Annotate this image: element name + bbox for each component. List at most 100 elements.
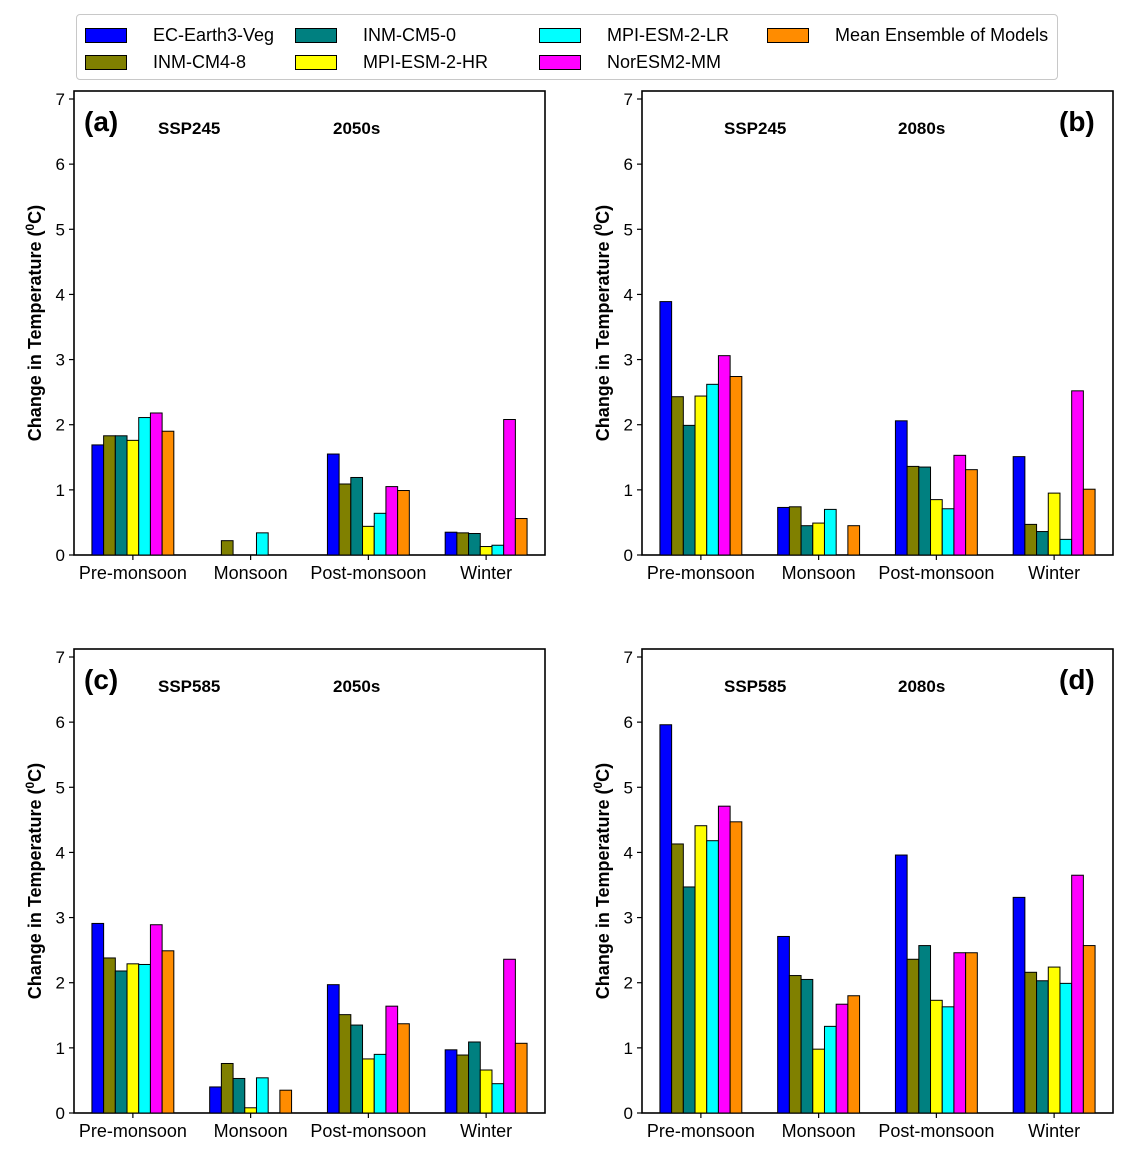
bar-inm-cm5-0-post-monsoon	[350, 1024, 364, 1114]
x-tick-label: Post-monsoon	[310, 1121, 426, 1141]
x-tick-label: Winter	[460, 563, 512, 583]
legend: EC-Earth3-Veg INM-CM4-8 INM-CM5-0 MPI-ES…	[76, 14, 1058, 80]
x-tick-label: Monsoon	[782, 1121, 856, 1141]
bar-inm-cm5-0-post-monsoon	[350, 476, 364, 556]
legend-label: Mean Ensemble of Models	[835, 24, 1049, 45]
bar-ec-earth3-veg-monsoon	[209, 1086, 222, 1114]
chart-svg: 0 1 2 3 4 5 6 7 Change in Temperature (0C) Pre-mo…	[591, 90, 1114, 583]
y-tick-label: 1	[56, 1039, 65, 1058]
bar-inm-cm4-8-post-monsoon	[906, 958, 920, 1114]
x-tick-label: Post-monsoon	[310, 563, 426, 583]
x-tick-label: Pre-monsoon	[79, 1121, 187, 1141]
plot-frame	[73, 648, 546, 1114]
y-tick-label: 5	[624, 220, 633, 239]
x-tick-label: Winter	[1028, 563, 1080, 583]
panel-label: (b)	[1059, 106, 1095, 137]
y-axis-label: Change in Temperature (0C)	[591, 205, 613, 441]
x-tick-label: Pre-monsoon	[647, 1121, 755, 1141]
chart-panel-d: 0 1 2 3 4 5 6 7 Change in Temperature (0C) Pre-mo…	[568, 646, 1136, 1146]
bar-inm-cm5-0-post-monsoon	[918, 466, 932, 556]
legend-item-mpi-esm-2-hr: MPI-ESM-2-HR	[295, 51, 488, 73]
legend-swatch	[539, 27, 581, 43]
bar-inm-cm4-8-monsoon	[220, 1062, 234, 1114]
bar-mean-ensemble-of-models-winter	[1082, 945, 1096, 1114]
legend-swatch	[295, 54, 337, 70]
y-tick-label: 4	[56, 843, 65, 862]
bar-inm-cm5-0-pre-monsoon	[114, 970, 128, 1114]
period-label: 2050s	[333, 119, 380, 138]
bar-noresm2-mm-pre-monsoon	[717, 355, 731, 556]
bar-noresm2-mm-winter	[503, 419, 516, 556]
bar-inm-cm5-0-monsoon	[800, 525, 814, 556]
bar-ec-earth3-veg-winter	[1012, 456, 1026, 556]
bar-ec-earth3-veg-monsoon	[777, 935, 790, 1114]
scenario-label: SSP585	[724, 677, 786, 696]
scenario-label: SSP245	[158, 119, 220, 138]
legend-label: MPI-ESM-2-LR	[607, 24, 730, 45]
legend-item-mean-ensemble: Mean Ensemble of Models	[767, 24, 1048, 46]
period-label: 2050s	[333, 677, 380, 696]
panel-label: (c)	[84, 664, 118, 695]
y-tick-label: 0	[624, 546, 633, 565]
y-tick-label: 4	[56, 285, 65, 304]
y-axis-label: Change in Temperature (0C)	[591, 763, 613, 999]
x-tick-label: Pre-monsoon	[647, 563, 755, 583]
bar-mean-ensemble-of-models-winter	[514, 518, 528, 556]
chart-panel-b: 0 1 2 3 4 5 6 7 Change in Temperature (0C) Pre-mo…	[568, 88, 1136, 588]
x-tick-label: Post-monsoon	[878, 1121, 994, 1141]
chart-panel-a: 0 1 2 3 4 5 6 7 Change in Temperature (0C) Pre-mo…	[0, 88, 568, 588]
bar-noresm2-mm-winter	[1071, 390, 1084, 556]
bar-mean-ensemble-of-models-pre-monsoon	[161, 430, 175, 556]
bar-ec-earth3-veg-winter	[444, 531, 458, 556]
bar-mpi-esm-2-lr-pre-monsoon	[138, 417, 151, 556]
bar-inm-cm4-8-pre-monsoon	[671, 843, 684, 1114]
bar-ec-earth3-veg-pre-monsoon	[91, 922, 105, 1114]
bar-inm-cm5-0-post-monsoon	[918, 945, 932, 1114]
bar-inm-cm5-0-pre-monsoon	[114, 435, 128, 556]
bar-ec-earth3-veg-post-monsoon	[326, 453, 340, 556]
bar-mpi-esm-2-lr-post-monsoon	[941, 508, 955, 556]
bar-ec-earth3-veg-post-monsoon	[894, 854, 908, 1114]
legend-item-inm-cm5-0: INM-CM5-0	[295, 24, 456, 46]
bar-mean-ensemble-of-models-post-monsoon	[965, 469, 978, 556]
bar-ec-earth3-veg-winter	[1012, 896, 1026, 1114]
y-tick-label: 7	[56, 90, 65, 109]
bar-mean-ensemble-of-models-post-monsoon	[397, 1023, 410, 1114]
bar-inm-cm4-8-winter	[456, 532, 470, 556]
y-tick-label: 2	[56, 974, 65, 993]
bar-mpi-esm-2-lr-monsoon	[255, 532, 269, 556]
bar-noresm2-mm-post-monsoon	[953, 952, 967, 1114]
legend-label: EC-Earth3-Veg	[153, 24, 275, 45]
chart-svg: 0 1 2 3 4 5 6 7 Change in Temperature (0C) Pre-mo…	[23, 90, 546, 583]
bar-inm-cm4-8-winter	[1024, 971, 1038, 1114]
bar-mpi-esm-2-lr-post-monsoon	[373, 512, 387, 556]
legend-item-ec-earth3-veg: EC-Earth3-Veg	[85, 24, 274, 46]
bar-mpi-esm-2-lr-pre-monsoon	[706, 383, 719, 556]
y-tick-label: 2	[624, 416, 633, 435]
y-axis-label: Change in Temperature (0C)	[23, 205, 45, 441]
bar-mpi-esm-2-hr-monsoon	[812, 522, 825, 556]
bar-mpi-esm-2-hr-pre-monsoon	[126, 439, 140, 556]
legend-label: NorESM2-MM	[607, 51, 722, 72]
bar-noresm2-mm-pre-monsoon	[717, 805, 731, 1114]
bar-mpi-esm-2-hr-post-monsoon	[930, 999, 943, 1114]
bar-inm-cm4-8-winter	[456, 1054, 470, 1114]
legend-swatch	[85, 27, 127, 43]
y-tick-label: 5	[624, 778, 633, 797]
plot-frame	[641, 648, 1114, 1114]
y-tick-label: 1	[624, 1039, 633, 1058]
bar-mpi-esm-2-hr-pre-monsoon	[694, 825, 708, 1114]
legend-label: INM-CM5-0	[363, 24, 456, 45]
bar-inm-cm4-8-monsoon	[788, 506, 802, 556]
bar-inm-cm4-8-pre-monsoon	[671, 396, 684, 556]
bar-mean-ensemble-of-models-post-monsoon	[397, 490, 410, 556]
legend-swatch	[85, 54, 127, 70]
bar-mpi-esm-2-lr-pre-monsoon	[706, 840, 719, 1114]
bar-mpi-esm-2-hr-post-monsoon	[362, 1058, 375, 1114]
x-tick-label: Winter	[1028, 1121, 1080, 1141]
bar-noresm2-mm-monsoon	[835, 1003, 849, 1114]
bar-ec-earth3-veg-post-monsoon	[894, 420, 908, 556]
chart-svg: 0 1 2 3 4 5 6 7 Change in Temperature (0C) Pre-mo…	[591, 648, 1114, 1141]
legend-item-mpi-esm-2-lr: MPI-ESM-2-LR	[539, 24, 729, 46]
y-axis-label: Change in Temperature (0C)	[23, 763, 45, 999]
